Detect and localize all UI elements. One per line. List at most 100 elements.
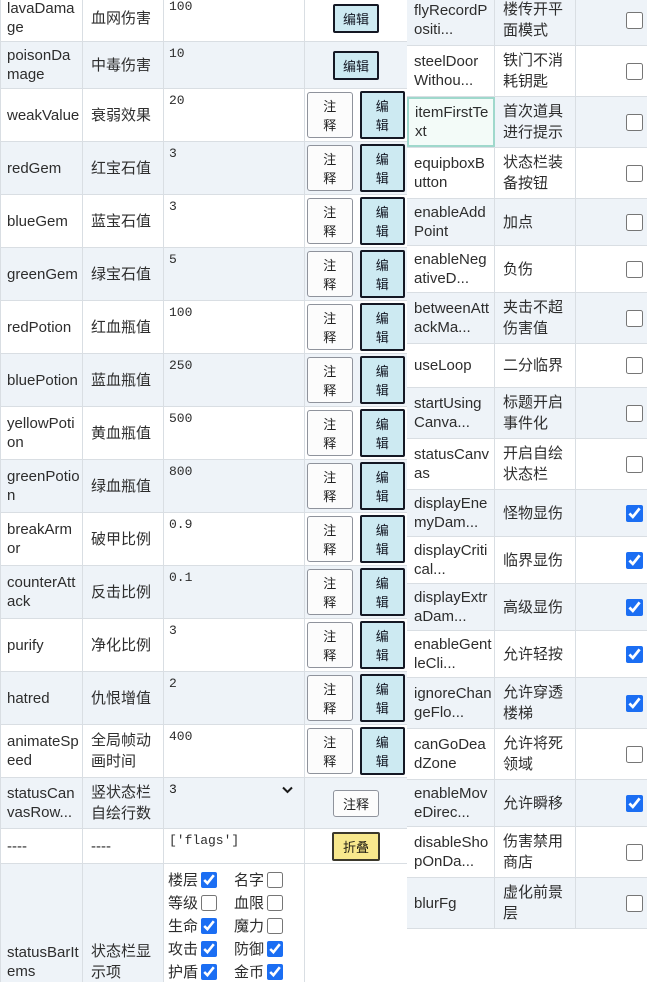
note-button[interactable]: 注释 bbox=[307, 622, 353, 668]
property-name-cell[interactable]: redPotion bbox=[1, 301, 83, 353]
property-value-cell[interactable]: 5 bbox=[164, 248, 305, 300]
property-value-cell[interactable]: 20 bbox=[164, 89, 305, 141]
property-name-cell[interactable]: greenPotion bbox=[1, 460, 83, 512]
edit-button[interactable]: 编辑 bbox=[332, 50, 379, 80]
note-button[interactable]: 注释 bbox=[307, 251, 353, 297]
flag-checkbox[interactable] bbox=[626, 745, 643, 763]
note-button[interactable]: 注释 bbox=[307, 675, 353, 721]
note-button[interactable]: 注释 bbox=[307, 357, 353, 403]
edit-button[interactable]: 编辑 bbox=[359, 197, 405, 245]
property-name-cell[interactable]: statusBarItems bbox=[1, 864, 83, 982]
flag-checkbox[interactable] bbox=[626, 113, 643, 131]
edit-button[interactable]: 编辑 bbox=[359, 409, 405, 457]
status-bar-item-checkbox[interactable] bbox=[267, 940, 284, 957]
property-name-cell[interactable]: equipboxButton bbox=[407, 148, 495, 198]
property-value-cell[interactable]: 2 bbox=[164, 672, 305, 724]
flag-checkbox[interactable] bbox=[626, 794, 643, 812]
note-button[interactable]: 注释 bbox=[307, 569, 353, 615]
status-bar-item-checkbox[interactable] bbox=[267, 917, 284, 934]
property-value-cell[interactable]: 3 bbox=[164, 195, 305, 247]
edit-button[interactable]: 编辑 bbox=[359, 462, 405, 510]
status-bar-item-checkbox[interactable] bbox=[201, 917, 218, 934]
property-value-cell[interactable]: 250 bbox=[164, 354, 305, 406]
property-name-cell[interactable]: disableShopOnDa... bbox=[407, 827, 495, 877]
property-value-cell[interactable]: 10 bbox=[164, 42, 305, 88]
note-button[interactable]: 注释 bbox=[307, 92, 353, 138]
note-button[interactable]: 注释 bbox=[332, 789, 379, 817]
property-name-cell[interactable]: statusCanvasRow... bbox=[1, 778, 83, 828]
status-bar-item-checkbox[interactable] bbox=[201, 894, 218, 911]
property-value-cell[interactable]: 3 bbox=[164, 142, 305, 194]
note-button[interactable]: 注释 bbox=[307, 198, 353, 244]
property-name-cell-selected[interactable]: itemFirstText bbox=[407, 97, 495, 147]
flag-checkbox[interactable] bbox=[626, 551, 643, 569]
property-name-cell[interactable]: ---- bbox=[1, 829, 83, 863]
property-name-cell[interactable]: ignoreChangeFlo... bbox=[407, 678, 495, 728]
property-name-cell[interactable]: enableAddPoint bbox=[407, 199, 495, 245]
property-name-cell[interactable]: lavaDamage bbox=[1, 0, 83, 41]
property-name-cell[interactable]: canGoDeadZone bbox=[407, 729, 495, 779]
property-name-cell[interactable]: counterAttack bbox=[1, 566, 83, 618]
property-name-cell[interactable]: enableGentleCli... bbox=[407, 631, 495, 677]
edit-button[interactable]: 编辑 bbox=[332, 3, 379, 33]
property-value-cell[interactable]: 100 bbox=[164, 301, 305, 353]
flag-checkbox[interactable] bbox=[626, 213, 643, 231]
edit-button[interactable]: 编辑 bbox=[359, 621, 405, 669]
property-name-cell[interactable]: weakValue bbox=[1, 89, 83, 141]
property-name-cell[interactable]: enableMoveDirec... bbox=[407, 780, 495, 826]
property-name-cell[interactable]: flyRecordPositi... bbox=[407, 0, 495, 45]
status-bar-item-checkbox[interactable] bbox=[267, 871, 284, 888]
status-bar-item-checkbox[interactable] bbox=[201, 940, 218, 957]
note-button[interactable]: 注释 bbox=[307, 463, 353, 509]
flag-checkbox[interactable] bbox=[626, 11, 643, 29]
status-canvas-rows-select[interactable]: 3 bbox=[169, 781, 303, 797]
edit-button[interactable]: 编辑 bbox=[359, 144, 405, 192]
flag-checkbox[interactable] bbox=[626, 309, 643, 327]
edit-button[interactable]: 编辑 bbox=[359, 568, 405, 616]
property-name-cell[interactable]: blueGem bbox=[1, 195, 83, 247]
property-name-cell[interactable]: startUsingCanva... bbox=[407, 388, 495, 438]
property-name-cell[interactable]: greenGem bbox=[1, 248, 83, 300]
note-button[interactable]: 注释 bbox=[307, 304, 353, 350]
flag-checkbox[interactable] bbox=[626, 404, 643, 422]
property-value-cell[interactable]: 3 bbox=[164, 619, 305, 671]
edit-button[interactable]: 编辑 bbox=[359, 674, 405, 722]
edit-button[interactable]: 编辑 bbox=[359, 727, 405, 775]
status-bar-item-checkbox[interactable] bbox=[201, 871, 218, 888]
note-button[interactable]: 注释 bbox=[307, 145, 353, 191]
property-name-cell[interactable]: bluePotion bbox=[1, 354, 83, 406]
flag-checkbox[interactable] bbox=[626, 894, 643, 912]
property-name-cell[interactable]: purify bbox=[1, 619, 83, 671]
flag-checkbox[interactable] bbox=[626, 62, 643, 80]
property-name-cell[interactable]: yellowPotion bbox=[1, 407, 83, 459]
property-name-cell[interactable]: animateSpeed bbox=[1, 725, 83, 777]
property-value-cell[interactable]: 0.9 bbox=[164, 513, 305, 565]
property-name-cell[interactable]: displayEnemyDam... bbox=[407, 490, 495, 536]
flag-checkbox[interactable] bbox=[626, 504, 643, 522]
property-name-cell[interactable]: hatred bbox=[1, 672, 83, 724]
flag-checkbox[interactable] bbox=[626, 645, 643, 663]
edit-button[interactable]: 编辑 bbox=[359, 303, 405, 351]
property-value-cell[interactable]: 400 bbox=[164, 725, 305, 777]
note-button[interactable]: 注释 bbox=[307, 410, 353, 456]
status-bar-item-checkbox[interactable] bbox=[267, 963, 284, 980]
fold-button[interactable]: 折叠 bbox=[331, 831, 380, 861]
property-name-cell[interactable]: displayCritical... bbox=[407, 537, 495, 583]
status-bar-item-checkbox[interactable] bbox=[201, 963, 218, 980]
property-name-cell[interactable]: breakArmor bbox=[1, 513, 83, 565]
property-name-cell[interactable]: statusCanvas bbox=[407, 439, 495, 489]
property-value-cell[interactable]: 100 bbox=[164, 0, 305, 41]
flag-checkbox[interactable] bbox=[626, 843, 643, 861]
property-name-cell[interactable]: enableNegativeD... bbox=[407, 246, 495, 292]
property-name-cell[interactable]: blurFg bbox=[407, 878, 495, 928]
property-name-cell[interactable]: betweenAttackMa... bbox=[407, 293, 495, 343]
property-name-cell[interactable]: steelDoorWithou... bbox=[407, 46, 495, 96]
property-value-cell[interactable]: 500 bbox=[164, 407, 305, 459]
edit-button[interactable]: 编辑 bbox=[359, 91, 405, 139]
property-name-cell[interactable]: poisonDamage bbox=[1, 42, 83, 88]
property-name-cell[interactable]: redGem bbox=[1, 142, 83, 194]
flag-checkbox[interactable] bbox=[626, 694, 643, 712]
edit-button[interactable]: 编辑 bbox=[359, 515, 405, 563]
note-button[interactable]: 注释 bbox=[307, 516, 353, 562]
note-button[interactable]: 注释 bbox=[307, 728, 353, 774]
